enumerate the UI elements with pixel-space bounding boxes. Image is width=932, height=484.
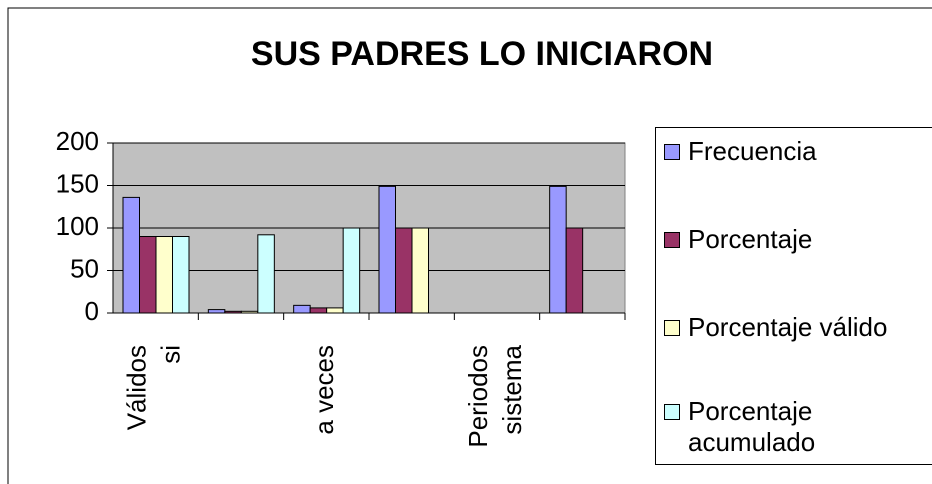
bar: [411, 227, 429, 314]
bar: [565, 227, 584, 314]
x-tick-label: sistema: [497, 344, 527, 434]
x-tick-label: Válidos: [122, 345, 152, 430]
bar: [549, 185, 567, 314]
x-tick-label: si: [156, 345, 186, 364]
y-tick-label: 200: [56, 126, 99, 156]
bar: [240, 310, 259, 314]
bar: [207, 309, 226, 314]
y-tick-label: 50: [70, 253, 99, 283]
y-tick-label: 0: [85, 296, 99, 326]
legend-item: Porcentaje válido: [664, 312, 932, 343]
y-tick-label: 150: [56, 168, 99, 198]
legend-swatch: [664, 320, 680, 336]
legend-swatch: [664, 144, 680, 160]
bar: [172, 236, 190, 314]
bar: [342, 227, 361, 314]
legend-swatch: [664, 404, 680, 420]
legend-item: Frecuencia: [664, 136, 932, 167]
y-tick-label: 100: [56, 211, 99, 241]
bar: [224, 310, 242, 314]
legend-item: Porcentaje: [664, 224, 932, 255]
legend-label: Porcentaje válido: [688, 312, 888, 342]
bar: [122, 196, 140, 314]
bar: [309, 307, 328, 314]
legend-label: Porcentaje acumulado: [688, 396, 816, 457]
bar: [155, 236, 173, 314]
bar: [139, 236, 157, 314]
legend-label: Frecuencia: [688, 136, 817, 166]
bar: [293, 304, 311, 314]
x-tick-label: a veces: [309, 345, 339, 435]
legend-item: Porcentaje acumulado: [664, 396, 888, 458]
bar: [395, 227, 413, 314]
legend: Frecuencia Porcentaje Porcentaje válido Por…: [655, 127, 932, 465]
legend-swatch: [664, 232, 680, 248]
bar: [257, 234, 275, 314]
x-tick-label: Periodos: [463, 345, 493, 448]
chart-title: SUS PADRES LO INICIARON: [251, 35, 713, 73]
legend-label: Porcentaje: [688, 224, 813, 254]
bar: [326, 307, 344, 314]
bar: [378, 185, 396, 314]
